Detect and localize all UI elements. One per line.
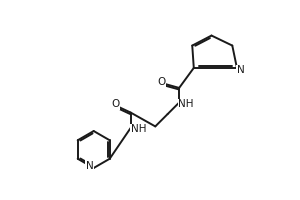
Text: NH: NH (130, 124, 146, 134)
Text: NH: NH (178, 99, 194, 109)
Text: N: N (237, 65, 244, 75)
Text: N: N (86, 161, 94, 171)
Text: O: O (111, 99, 119, 109)
Text: O: O (157, 77, 166, 87)
